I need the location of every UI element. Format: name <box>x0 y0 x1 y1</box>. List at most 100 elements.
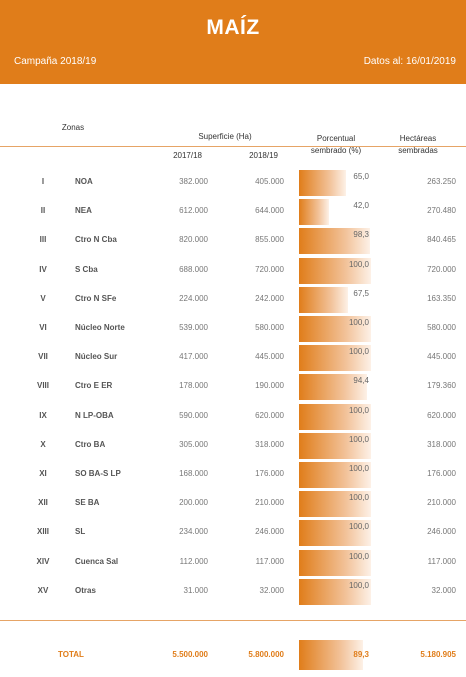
row-number: VII <box>38 352 48 362</box>
percent-bar <box>299 549 371 576</box>
percent-value: 100,0 <box>348 551 369 561</box>
surface-2018-19: 117.000 <box>255 556 284 566</box>
zone-name: Ctro N SFe <box>75 293 117 303</box>
total-2017-18: 5.500.000 <box>172 650 208 659</box>
percent-value: 100,0 <box>348 434 369 444</box>
percent-bar <box>299 520 371 547</box>
zone-name: SL <box>75 527 86 537</box>
zone-name: Ctro BA <box>75 439 106 449</box>
header-divider <box>0 146 466 147</box>
hectareas-value: 840.465 <box>427 235 456 245</box>
percent-value: 100,0 <box>348 259 369 269</box>
percent-value: 100,0 <box>348 405 369 415</box>
hectareas-value: 163.350 <box>427 293 456 303</box>
percent-value: 100,0 <box>348 347 369 357</box>
surface-2018-19: 318.000 <box>255 439 284 449</box>
percent-bar <box>299 228 370 255</box>
percent-bar <box>299 374 367 401</box>
column-header-superficie: Superficie (Ha) <box>198 132 252 141</box>
total-divider <box>0 620 466 621</box>
surface-2018-19: 580.000 <box>255 323 284 332</box>
surface-2018-19: 210.000 <box>255 498 284 508</box>
surface-2018-19: 176.000 <box>255 469 284 478</box>
table-row: IV S Cba 688.000 720.000 100,0 720.000 <box>0 257 466 284</box>
zone-name: NEA <box>75 206 92 216</box>
percent-bar <box>299 170 346 196</box>
total-percent: 89,3 <box>353 650 369 659</box>
hectareas-value: 445.000 <box>427 352 456 362</box>
row-number: IV <box>39 264 47 274</box>
row-number: I <box>41 177 45 186</box>
zone-name: Núcleo Norte <box>75 323 125 332</box>
column-header-2017-18: 2017/18 <box>173 151 202 160</box>
surface-2017-18: 612.000 <box>179 206 208 216</box>
hectareas-value: 318.000 <box>427 439 456 449</box>
total-percent-bar <box>299 640 364 670</box>
data-date-label: Datos al: 16/01/2019 <box>363 56 456 67</box>
surface-2017-18: 234.000 <box>179 527 208 537</box>
zone-name: NOA <box>75 177 93 186</box>
hectareas-value: 210.000 <box>427 498 456 508</box>
hectareas-value: 32.000 <box>431 585 456 595</box>
percent-bar <box>299 286 348 313</box>
table-row: XIV Cuenca Sal 112.000 117.000 100,0 117.000 <box>0 549 466 576</box>
row-number: IX <box>39 410 47 420</box>
hectareas-value: 117.000 <box>427 556 456 566</box>
percent-value: 65,0 <box>353 172 369 181</box>
column-header-porcentual: Porcentual sembrado (%) <box>296 133 376 157</box>
table-row: IX N LP-OBA 590.000 620.000 100,0 620.000 <box>0 403 466 430</box>
hectareas-value: 263.250 <box>427 177 456 186</box>
table-row: VIII Ctro E ER 178.000 190.000 94,4 179.360 <box>0 374 466 401</box>
zone-name: Ctro N Cba <box>75 235 117 245</box>
surface-2018-19: 246.000 <box>255 527 284 537</box>
surface-2017-18: 590.000 <box>179 410 208 420</box>
surface-2017-18: 688.000 <box>179 264 208 274</box>
total-hectareas: 5.180.905 <box>420 650 456 659</box>
table-row: V Ctro N SFe 224.000 242.000 67,5 163.350 <box>0 286 466 313</box>
percent-bar <box>299 345 371 372</box>
percent-bar <box>299 257 371 284</box>
campaign-label: Campaña 2018/19 <box>14 56 97 67</box>
hectareas-value: 246.000 <box>427 527 456 537</box>
percent-bar <box>299 199 330 226</box>
surface-2017-18: 168.000 <box>179 469 208 478</box>
column-header-hectareas: Hectáreas sembradas <box>385 133 451 157</box>
surface-2018-19: 405.000 <box>255 177 284 186</box>
row-number: II <box>40 206 46 216</box>
table-row: XII SE BA 200.000 210.000 100,0 210.000 <box>0 491 466 518</box>
percent-bar <box>299 578 371 605</box>
zone-name: Núcleo Sur <box>75 352 118 362</box>
row-number: III <box>39 235 47 245</box>
percent-value: 67,5 <box>353 288 369 298</box>
total-label: TOTAL <box>58 650 84 659</box>
total-row: TOTAL 5.500.000 5.800.000 89,3 5.180.905 <box>0 640 466 670</box>
percent-bar <box>299 403 371 430</box>
hectareas-value: 720.000 <box>427 264 456 274</box>
row-number: XIII <box>36 527 49 537</box>
surface-2017-18: 178.000 <box>179 381 208 391</box>
surface-2017-18: 200.000 <box>179 498 208 508</box>
surface-2018-19: 190.000 <box>255 381 284 391</box>
total-2018-19: 5.800.000 <box>248 650 284 659</box>
zone-name: Ctro E ER <box>75 381 113 391</box>
percent-value: 100,0 <box>348 493 369 503</box>
percent-value: 94,4 <box>353 376 369 386</box>
surface-2018-19: 620.000 <box>255 410 284 420</box>
hectareas-value: 580.000 <box>427 323 456 332</box>
column-header-2018-19: 2018/19 <box>249 151 278 160</box>
header-banner: MAÍZ Campaña 2018/19 Datos al: 16/01/201… <box>0 0 466 84</box>
row-number: VI <box>39 323 47 332</box>
row-number: XV <box>37 585 49 595</box>
table-row: III Ctro N Cba 820.000 855.000 98,3 840.465 <box>0 228 466 255</box>
hectareas-value: 179.360 <box>427 381 456 391</box>
surface-2017-18: 417.000 <box>179 352 208 362</box>
row-number: XI <box>39 469 47 478</box>
surface-2017-18: 305.000 <box>179 439 208 449</box>
row-number: XIV <box>36 556 50 566</box>
zone-name: SE BA <box>75 498 100 508</box>
table-row: I NOA 382.000 405.000 65,0 263.250 <box>0 170 466 196</box>
percent-value: 100,0 <box>348 522 369 532</box>
surface-2018-19: 720.000 <box>255 264 284 274</box>
page-title: MAÍZ <box>206 16 260 39</box>
table-row: XI SO BA-S LP 168.000 176.000 100,0 176.000 <box>0 462 466 488</box>
